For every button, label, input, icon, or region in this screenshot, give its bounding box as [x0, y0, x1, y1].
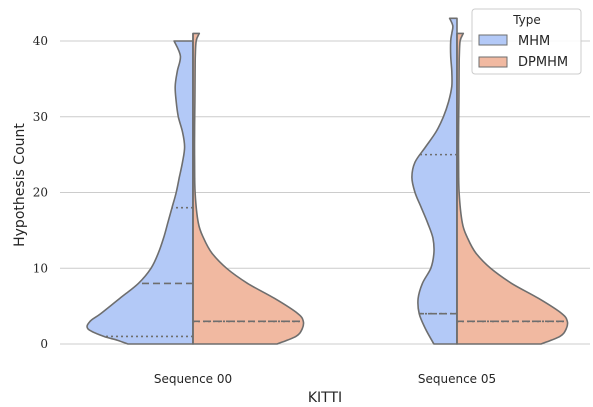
- x-tick-label: Sequence 05: [418, 372, 496, 386]
- violin-dpmhm-seq05: [456, 32, 569, 345]
- legend: Type MHM DPMHM: [471, 8, 582, 75]
- x-axis-title: KITTI: [308, 390, 342, 406]
- legend-label-mhm: MHM: [518, 34, 550, 49]
- violin-mhm-seq00: [86, 40, 194, 345]
- y-tick-label: 10: [33, 261, 48, 275]
- y-tick-label: 30: [33, 110, 48, 124]
- x-tick-labels: Sequence 00 Sequence 05: [154, 372, 496, 386]
- y-tick-label: 20: [33, 186, 48, 200]
- y-axis-title: Hypothesis Count: [12, 123, 28, 247]
- y-tick-labels: 0 10 20 30 40: [33, 34, 48, 351]
- violin-mhm-seq05: [411, 17, 458, 345]
- x-tick-label: Sequence 00: [154, 372, 232, 386]
- legend-swatch-dpmhm: [478, 56, 508, 68]
- violin-dpmhm-seq00: [192, 32, 305, 345]
- y-tick-label: 40: [33, 34, 48, 48]
- violins: [86, 17, 569, 345]
- legend-title: Type: [512, 13, 541, 27]
- legend-label-dpmhm: DPMHM: [518, 55, 568, 70]
- y-tick-label: 0: [40, 337, 48, 351]
- legend-swatch-mhm: [478, 34, 508, 46]
